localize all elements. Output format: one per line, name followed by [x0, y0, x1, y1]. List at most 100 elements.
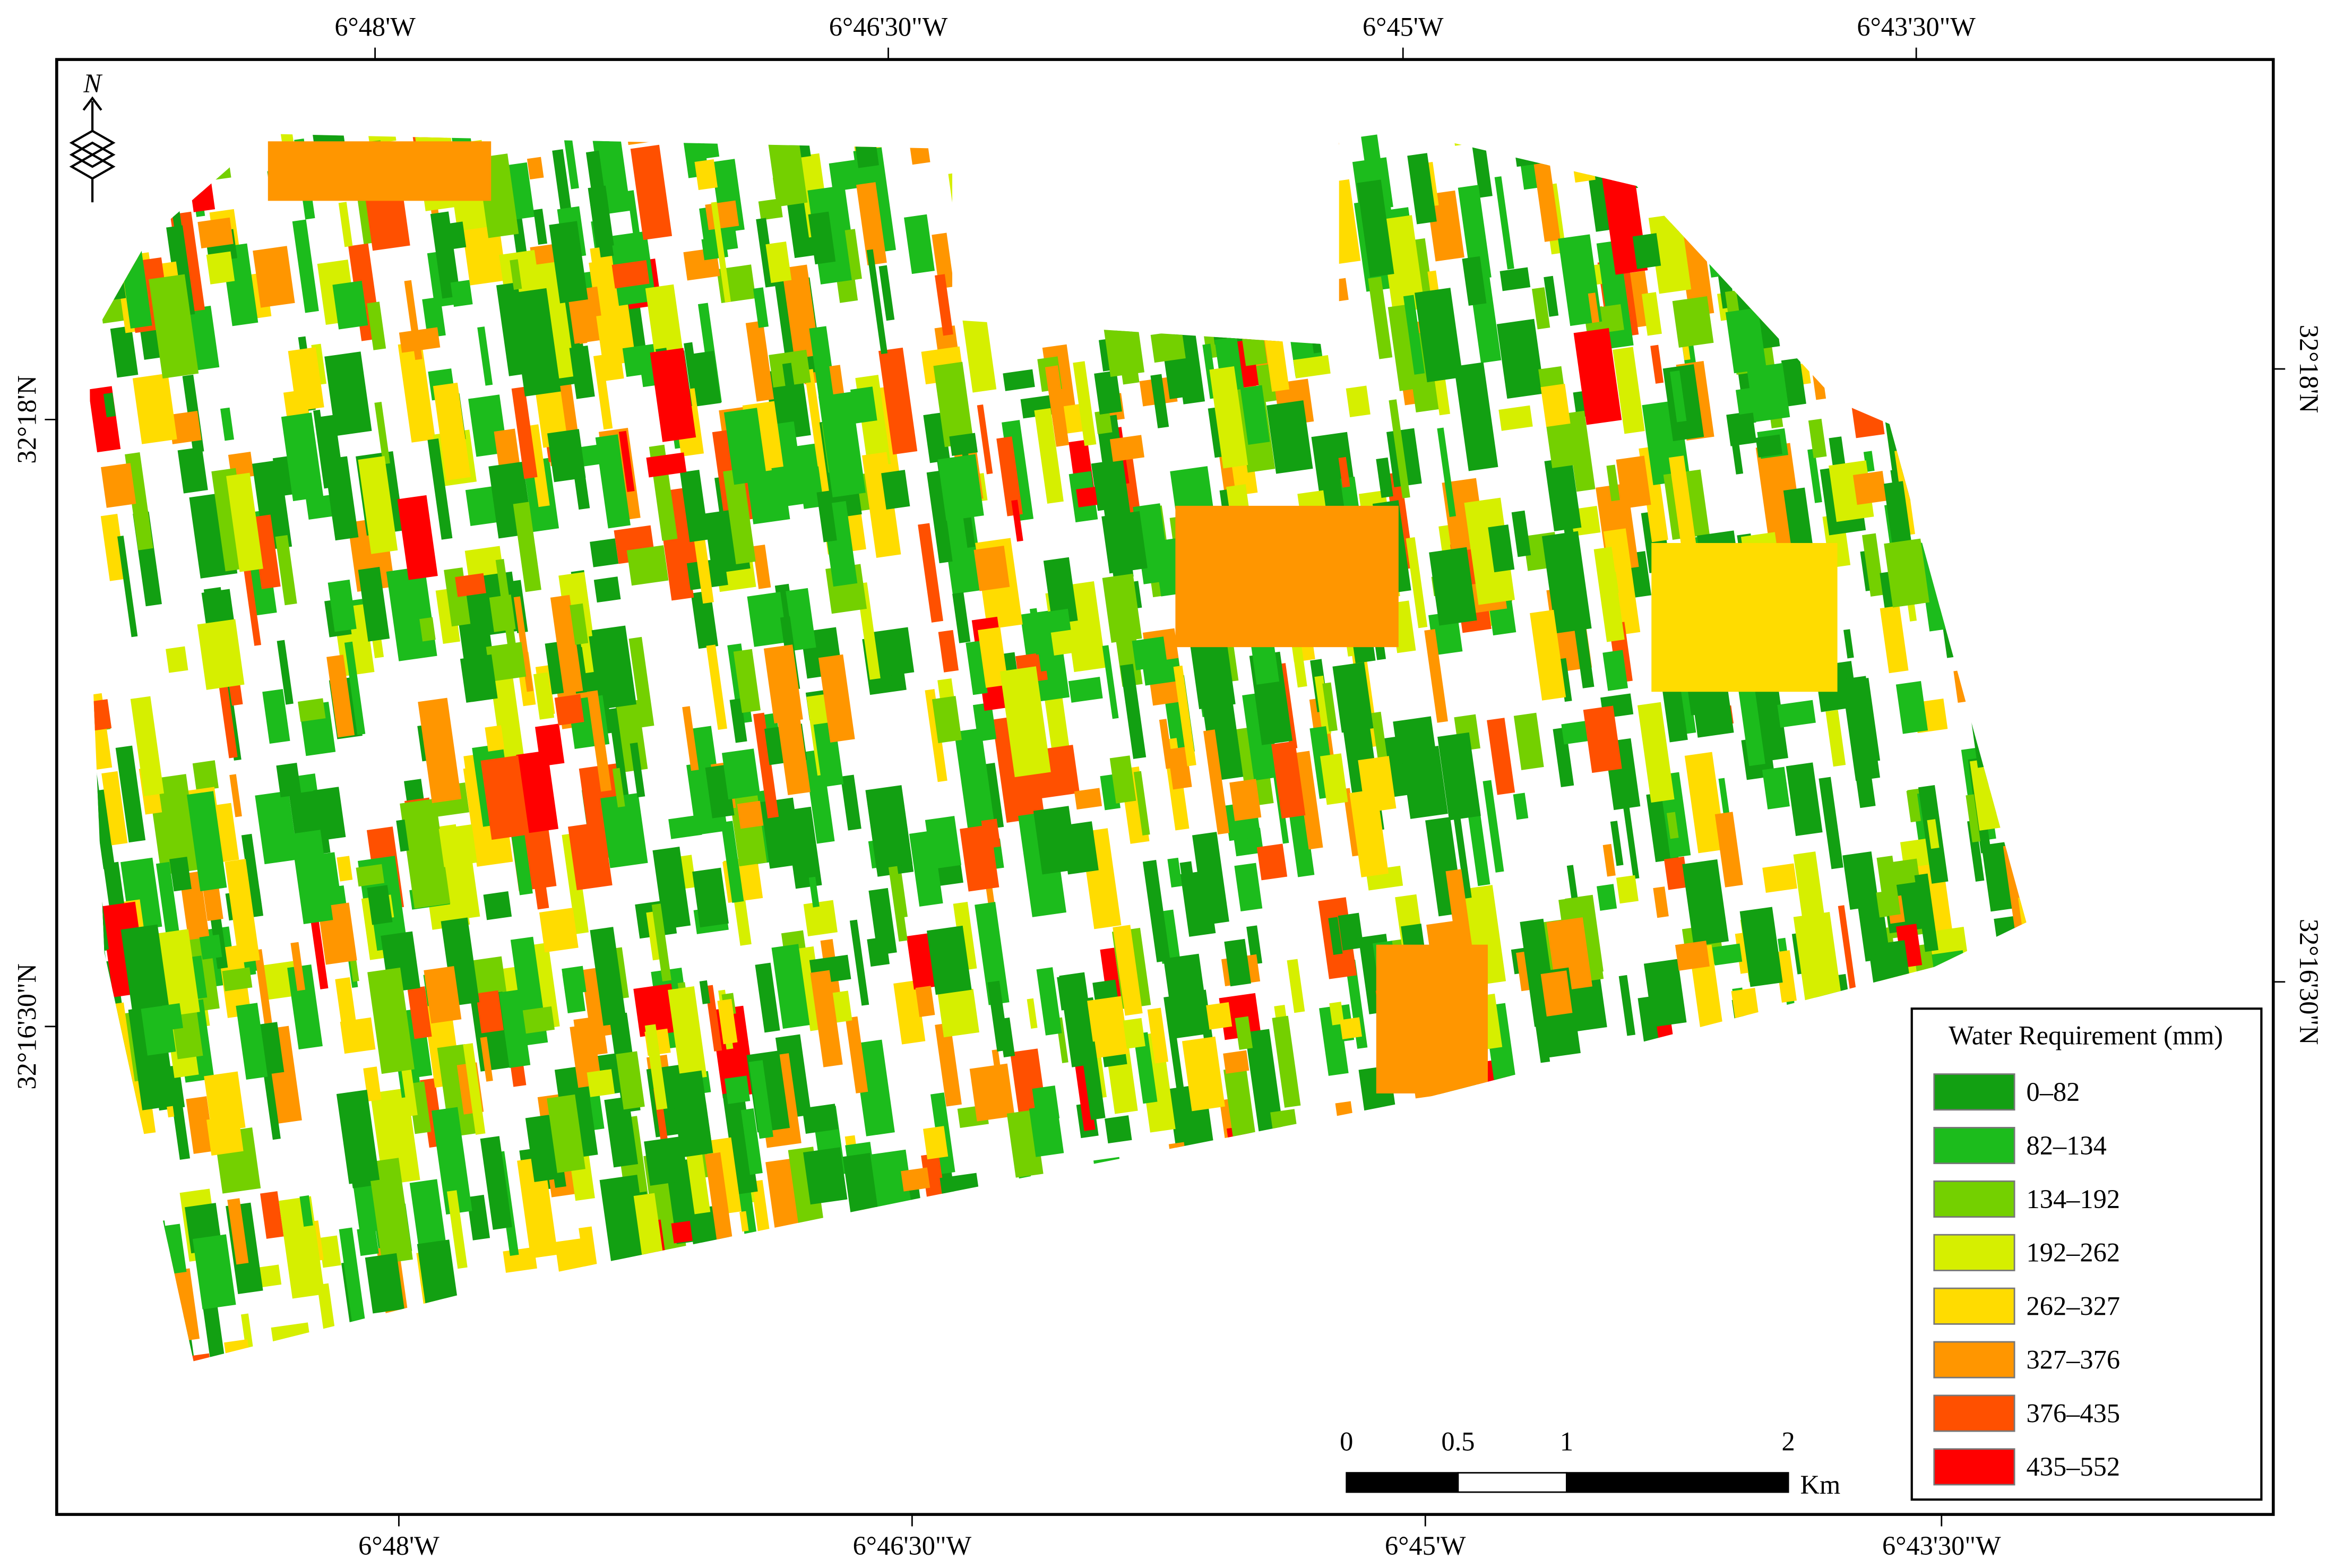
field-patch: [721, 821, 744, 903]
field-patch: [260, 1191, 284, 1239]
field-patch: [679, 470, 709, 542]
field-patch: [1664, 856, 1688, 890]
field-block: [1651, 542, 1838, 692]
field-patch: [1906, 789, 1921, 823]
field-patch: [1553, 727, 1574, 788]
field-patch: [868, 888, 897, 955]
field-patch: [485, 725, 505, 752]
field-patch: [206, 251, 235, 285]
field-patch: [808, 876, 820, 908]
field-patch: [771, 944, 810, 1029]
field-patch: [1401, 745, 1448, 819]
field-patch: [450, 280, 473, 307]
field-patch: [1540, 383, 1571, 427]
field-patch: [460, 654, 498, 703]
legend-swatch: [1933, 1394, 2015, 1432]
field-patch: [1401, 923, 1425, 951]
field-patch: [1487, 718, 1515, 795]
field-patch: [1209, 366, 1248, 469]
field-patch: [404, 779, 425, 806]
field-patch: [1620, 786, 1640, 880]
field-patch: [222, 967, 253, 992]
field-patch: [1293, 355, 1331, 378]
field-patch: [510, 288, 561, 397]
field-patch: [932, 696, 962, 744]
field-patch: [1068, 676, 1103, 703]
field-patch: [448, 221, 467, 249]
field-patch: [279, 1196, 325, 1299]
field-patch: [1862, 533, 1885, 597]
field-patch: [618, 430, 635, 492]
legend-swatch: [1933, 1287, 2015, 1325]
field-patch: [281, 412, 324, 502]
field-patch: [591, 625, 636, 709]
field-patch: [335, 977, 357, 1032]
field-patch: [1454, 362, 1498, 471]
field-patch: [148, 774, 200, 875]
field-patch: [1818, 777, 1843, 869]
field-patch: [480, 1037, 493, 1082]
field-patch: [1389, 399, 1410, 498]
field-patch: [463, 1043, 486, 1135]
field-patch: [878, 265, 895, 321]
field-patch: [1203, 1002, 1233, 1030]
field-patch: [1541, 531, 1592, 634]
field-patch: [765, 241, 792, 283]
legend-label: 376–435: [2027, 1398, 2121, 1428]
field-patch: [627, 190, 642, 247]
field-patch: [1914, 873, 1938, 952]
legend-label: 82–134: [2027, 1131, 2107, 1160]
field-patch: [1762, 766, 1790, 809]
field-patch: [1540, 970, 1573, 1016]
field-patch: [937, 988, 979, 1038]
field-patch: [1224, 938, 1252, 987]
field-patch: [1714, 812, 1743, 888]
field-patch: [861, 452, 901, 558]
field-patch: [1494, 176, 1514, 270]
field-patch: [1643, 959, 1687, 1027]
field-patch: [755, 962, 780, 1033]
field-patch: [340, 1017, 376, 1054]
field-patch: [1036, 967, 1062, 1036]
field-patch: [576, 443, 608, 467]
field-patch: [495, 558, 519, 664]
field-patch: [431, 1107, 472, 1215]
field-patch: [699, 980, 710, 1004]
field-patch: [368, 1158, 413, 1264]
field-patch: [740, 1108, 763, 1175]
field-patch: [706, 644, 727, 730]
bottom-coordinate-label: 6°43'30"W: [1882, 1531, 2001, 1561]
field-patch: [397, 495, 438, 580]
field-patch: [587, 1069, 615, 1097]
field-patch: [117, 536, 138, 637]
field-patch: [1027, 998, 1038, 1029]
field-patch: [733, 649, 761, 713]
field-patch: [130, 696, 164, 797]
legend-label: 435–552: [2027, 1452, 2121, 1481]
field-patch: [1648, 213, 1692, 294]
field-patch: [132, 373, 177, 444]
field-patch: [1499, 267, 1531, 291]
field-patch: [291, 830, 333, 924]
field-patch: [1105, 1115, 1132, 1144]
field-patch: [926, 925, 972, 995]
field-patch: [326, 654, 355, 738]
field-patch: [816, 490, 837, 542]
field-patch: [168, 410, 202, 444]
field-patch: [339, 1227, 366, 1326]
field-patch: [1240, 385, 1270, 445]
field-patch: [511, 386, 538, 479]
field-patch: [1462, 256, 1487, 306]
field-patch: [1426, 190, 1464, 262]
field-patch: [236, 1003, 268, 1080]
field-patch: [229, 774, 242, 817]
field-patch: [367, 885, 393, 925]
field-patch: [651, 903, 671, 981]
field-patch: [1339, 1017, 1363, 1039]
field-patch: [554, 694, 584, 726]
legend-swatch: [1933, 1127, 2015, 1165]
field-patch: [925, 689, 947, 782]
field-patch: [1583, 705, 1622, 773]
scale-segment: [1566, 1472, 1789, 1493]
field-patch: [870, 627, 915, 678]
